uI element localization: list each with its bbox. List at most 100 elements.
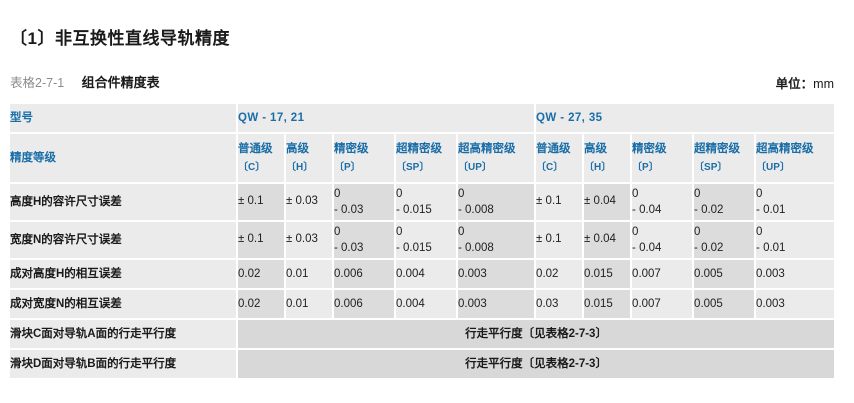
grade-header-right-0: 普通级 〔C〕 <box>536 134 585 184</box>
data-cell: 0 - 0.015 <box>396 222 458 260</box>
value-top: ± 0.03 <box>286 194 318 207</box>
row-label: 高度H的容许尺寸误差 <box>10 184 238 222</box>
data-cell: ± 0.04 <box>584 222 633 260</box>
value-top: ± 0.1 <box>238 194 264 207</box>
unit-note: 单位：mm <box>776 73 834 92</box>
value-bottom: - 0.008 <box>458 242 494 254</box>
value-bottom: - 0.015 <box>396 242 432 254</box>
data-cell: 0.003 <box>458 260 537 290</box>
parallelism-value: 行走平行度〔见表格2-7-3〕 <box>238 350 835 380</box>
grade-code: 〔UP〕 <box>756 161 790 173</box>
value-top: 0 <box>334 187 341 200</box>
grade-code: 〔UP〕 <box>458 161 492 173</box>
value-top: 0 <box>396 187 403 200</box>
grade-name: 精密级 <box>632 142 667 155</box>
value-top: ± 0.03 <box>286 232 318 245</box>
data-cell: 0.03 <box>536 290 585 320</box>
precision-table: 型号 QW - 17, 21 QW - 27, 35 精度等级 普通级 〔C〕 … <box>10 104 835 380</box>
data-cell: 0.005 <box>694 290 757 320</box>
grade-code: 〔P〕 <box>334 161 361 173</box>
data-cell: 0 - 0.008 <box>458 222 537 260</box>
data-cell: 0.003 <box>458 290 537 320</box>
table-row: 成对宽度N的相互误差 0.02 0.01 0.006 0.004 0.003 0… <box>10 290 835 320</box>
grade-name: 高级 <box>584 142 608 155</box>
value-top: ± 0.1 <box>536 194 562 207</box>
table-row: 高度H的容许尺寸误差 ± 0.1 ± 0.03 0 - 0.03 0 - 0.0… <box>10 184 835 222</box>
grade-header-left-1: 高级 〔H〕 <box>286 134 334 184</box>
table-row-model: 型号 QW - 17, 21 QW - 27, 35 <box>10 104 835 134</box>
data-cell: ± 0.03 <box>286 222 334 260</box>
grade-name: 超精密级 <box>396 142 442 155</box>
data-cell: 0.005 <box>694 260 757 290</box>
value-bottom: - 0.04 <box>632 242 662 254</box>
value-top: 0 <box>756 225 763 238</box>
value-top: 0 <box>694 187 701 200</box>
grade-header-right-2: 精密级 〔P〕 <box>632 134 695 184</box>
data-cell: 0.004 <box>396 260 458 290</box>
grade-name: 高级 <box>286 142 309 155</box>
grade-name: 超高精密级 <box>756 142 814 155</box>
data-cell: 0.007 <box>632 290 695 320</box>
value-top: 0 <box>458 225 465 238</box>
data-cell: 0.02 <box>536 260 585 290</box>
grade-name: 超高精密级 <box>458 142 516 155</box>
grade-code: 〔H〕 <box>584 161 612 173</box>
table-caption: 表格2-7-1 组合件精度表 单位：mm <box>10 72 834 92</box>
data-cell: 0 - 0.03 <box>334 222 396 260</box>
data-cell: 0 - 0.04 <box>632 222 695 260</box>
data-cell: 0.007 <box>632 260 695 290</box>
data-cell: 0.003 <box>756 290 835 320</box>
grade-header-left-4: 超高精密级 〔UP〕 <box>458 134 537 184</box>
value-top: 0 <box>756 187 763 200</box>
row-header-model: 型号 <box>10 104 238 134</box>
data-cell: ± 0.1 <box>238 222 286 260</box>
grade-header-left-3: 超精密级 〔SP〕 <box>396 134 458 184</box>
data-cell: 0 - 0.01 <box>756 184 835 222</box>
grade-code: 〔P〕 <box>632 161 659 173</box>
caption-title: 组合件精度表 <box>81 75 160 90</box>
table-row-parallelism: 滑块C面对导轨A面的行走平行度 行走平行度〔见表格2-7-3〕 <box>10 320 835 350</box>
grade-name: 普通级 <box>536 142 571 155</box>
grade-name: 精密级 <box>334 142 369 155</box>
value-top: ± 0.1 <box>238 232 264 245</box>
grade-header-left-2: 精密级 〔P〕 <box>334 134 396 184</box>
data-cell: ± 0.1 <box>238 184 286 222</box>
value-bottom: - 0.01 <box>756 204 786 216</box>
data-cell: ± 0.03 <box>286 184 334 222</box>
page-title: 〔1〕非互换性直线导轨精度 <box>10 29 230 48</box>
grade-header-right-1: 高级 〔H〕 <box>584 134 633 184</box>
data-cell: 0.006 <box>334 260 396 290</box>
data-cell: 0 - 0.02 <box>694 184 757 222</box>
grade-name: 超精密级 <box>694 142 741 155</box>
data-cell: 0 - 0.03 <box>334 184 396 222</box>
value-bottom: - 0.01 <box>756 242 786 254</box>
row-label: 成对高度H的相互误差 <box>10 260 238 290</box>
data-cell: 0 - 0.01 <box>756 222 835 260</box>
table-row: 成对高度H的相互误差 0.02 0.01 0.006 0.004 0.003 0… <box>10 260 835 290</box>
value-top: 0 <box>458 187 465 200</box>
value-top: 0 <box>694 225 701 238</box>
parallelism-value: 行走平行度〔见表格2-7-3〕 <box>238 320 835 350</box>
data-cell: 0.02 <box>238 260 286 290</box>
row-label: 滑块D面对导轨B面的行走平行度 <box>10 350 238 380</box>
data-cell: ± 0.04 <box>584 184 633 222</box>
row-label: 成对宽度N的相互误差 <box>10 290 238 320</box>
value-bottom: - 0.03 <box>334 204 364 216</box>
data-cell: 0.015 <box>584 290 633 320</box>
row-label: 滑块C面对导轨A面的行走平行度 <box>10 320 238 350</box>
unit-value: mm <box>813 77 834 91</box>
data-cell: 0 - 0.008 <box>458 184 537 222</box>
data-cell: 0.004 <box>396 290 458 320</box>
value-top: 0 <box>632 225 639 238</box>
data-cell: 0 - 0.04 <box>632 184 695 222</box>
row-header-grade: 精度等级 <box>10 134 238 184</box>
data-cell: ± 0.1 <box>536 222 585 260</box>
data-cell: 0 - 0.02 <box>694 222 757 260</box>
data-cell: 0.01 <box>286 260 334 290</box>
value-top: 0 <box>334 225 341 238</box>
data-cell: ± 0.1 <box>536 184 585 222</box>
model-cell-right: QW - 27, 35 <box>536 104 835 134</box>
table-row-parallelism: 滑块D面对导轨B面的行走平行度 行走平行度〔见表格2-7-3〕 <box>10 350 835 380</box>
grade-header-right-4: 超高精密级 〔UP〕 <box>756 134 835 184</box>
